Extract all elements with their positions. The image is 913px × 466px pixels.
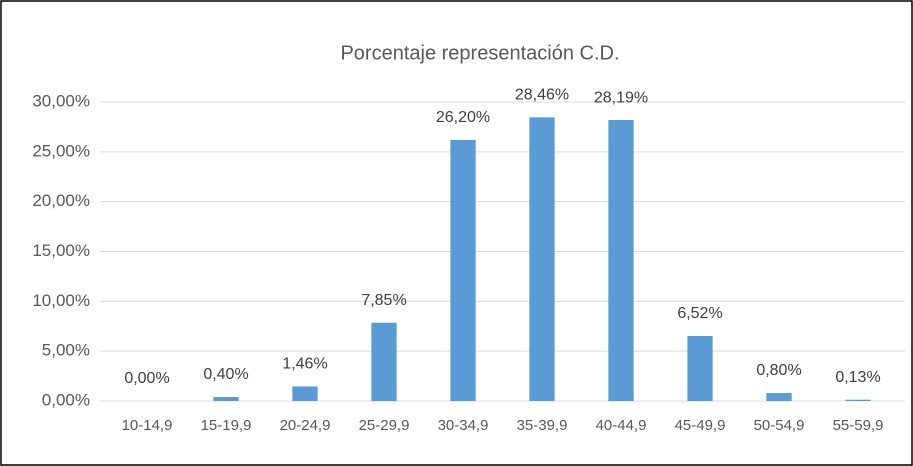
x-tick-label: 30-34,9	[438, 417, 489, 434]
y-tick-label: 15,00%	[32, 241, 90, 260]
data-label: 0,00%	[124, 370, 169, 387]
bar	[529, 117, 555, 401]
x-tick-label: 40-44,9	[596, 417, 647, 434]
data-label: 7,85%	[361, 292, 406, 309]
y-tick-label: 5,00%	[42, 341, 90, 360]
y-tick-label: 0,00%	[42, 390, 90, 409]
data-label: 6,52%	[677, 305, 722, 322]
data-label: 26,20%	[436, 109, 490, 126]
chart-title: Porcentaje representación C.D.	[340, 42, 619, 64]
y-tick-label: 30,00%	[32, 91, 90, 110]
data-label: 0,40%	[203, 366, 248, 383]
data-label: 0,13%	[835, 369, 880, 386]
x-tick-label: 50-54,9	[754, 417, 805, 434]
y-tick-label: 10,00%	[32, 291, 90, 310]
data-label: 1,46%	[282, 356, 327, 373]
bar	[371, 322, 397, 401]
x-tick-label: 15-19,9	[201, 417, 252, 434]
y-tick-label: 20,00%	[32, 191, 90, 210]
x-tick-label: 20-24,9	[280, 417, 331, 434]
bar	[608, 120, 634, 401]
bar	[687, 336, 713, 401]
x-tick-label: 25-29,9	[359, 417, 410, 434]
x-tick-label: 55-59,9	[833, 417, 884, 434]
bar	[845, 399, 871, 401]
data-label: 28,19%	[594, 89, 648, 106]
bar	[213, 397, 239, 401]
bar	[766, 393, 792, 401]
data-label: 0,80%	[756, 362, 801, 379]
x-tick-label: 45-49,9	[675, 417, 726, 434]
x-tick-label: 35-39,9	[517, 417, 568, 434]
y-tick-label: 25,00%	[32, 141, 90, 160]
x-tick-label: 10-14,9	[122, 417, 173, 434]
bar	[450, 139, 476, 401]
data-label: 28,46%	[515, 87, 569, 104]
bar	[292, 386, 318, 401]
